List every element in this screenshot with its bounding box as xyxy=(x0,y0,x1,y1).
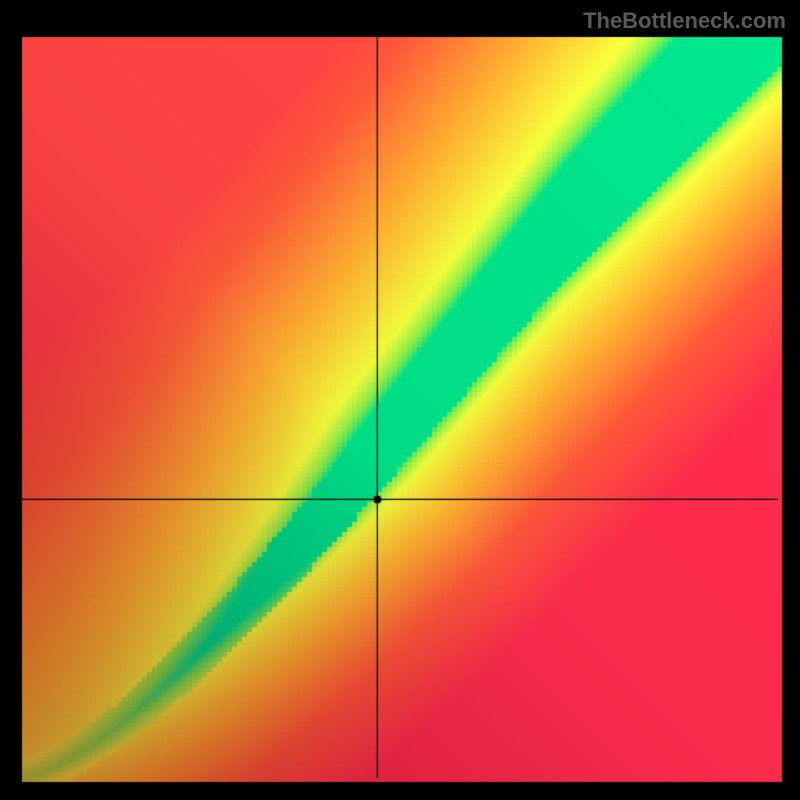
chart-container: TheBottleneck.com xyxy=(0,0,800,800)
watermark-text: TheBottleneck.com xyxy=(583,8,786,34)
bottleneck-heatmap xyxy=(0,0,800,800)
